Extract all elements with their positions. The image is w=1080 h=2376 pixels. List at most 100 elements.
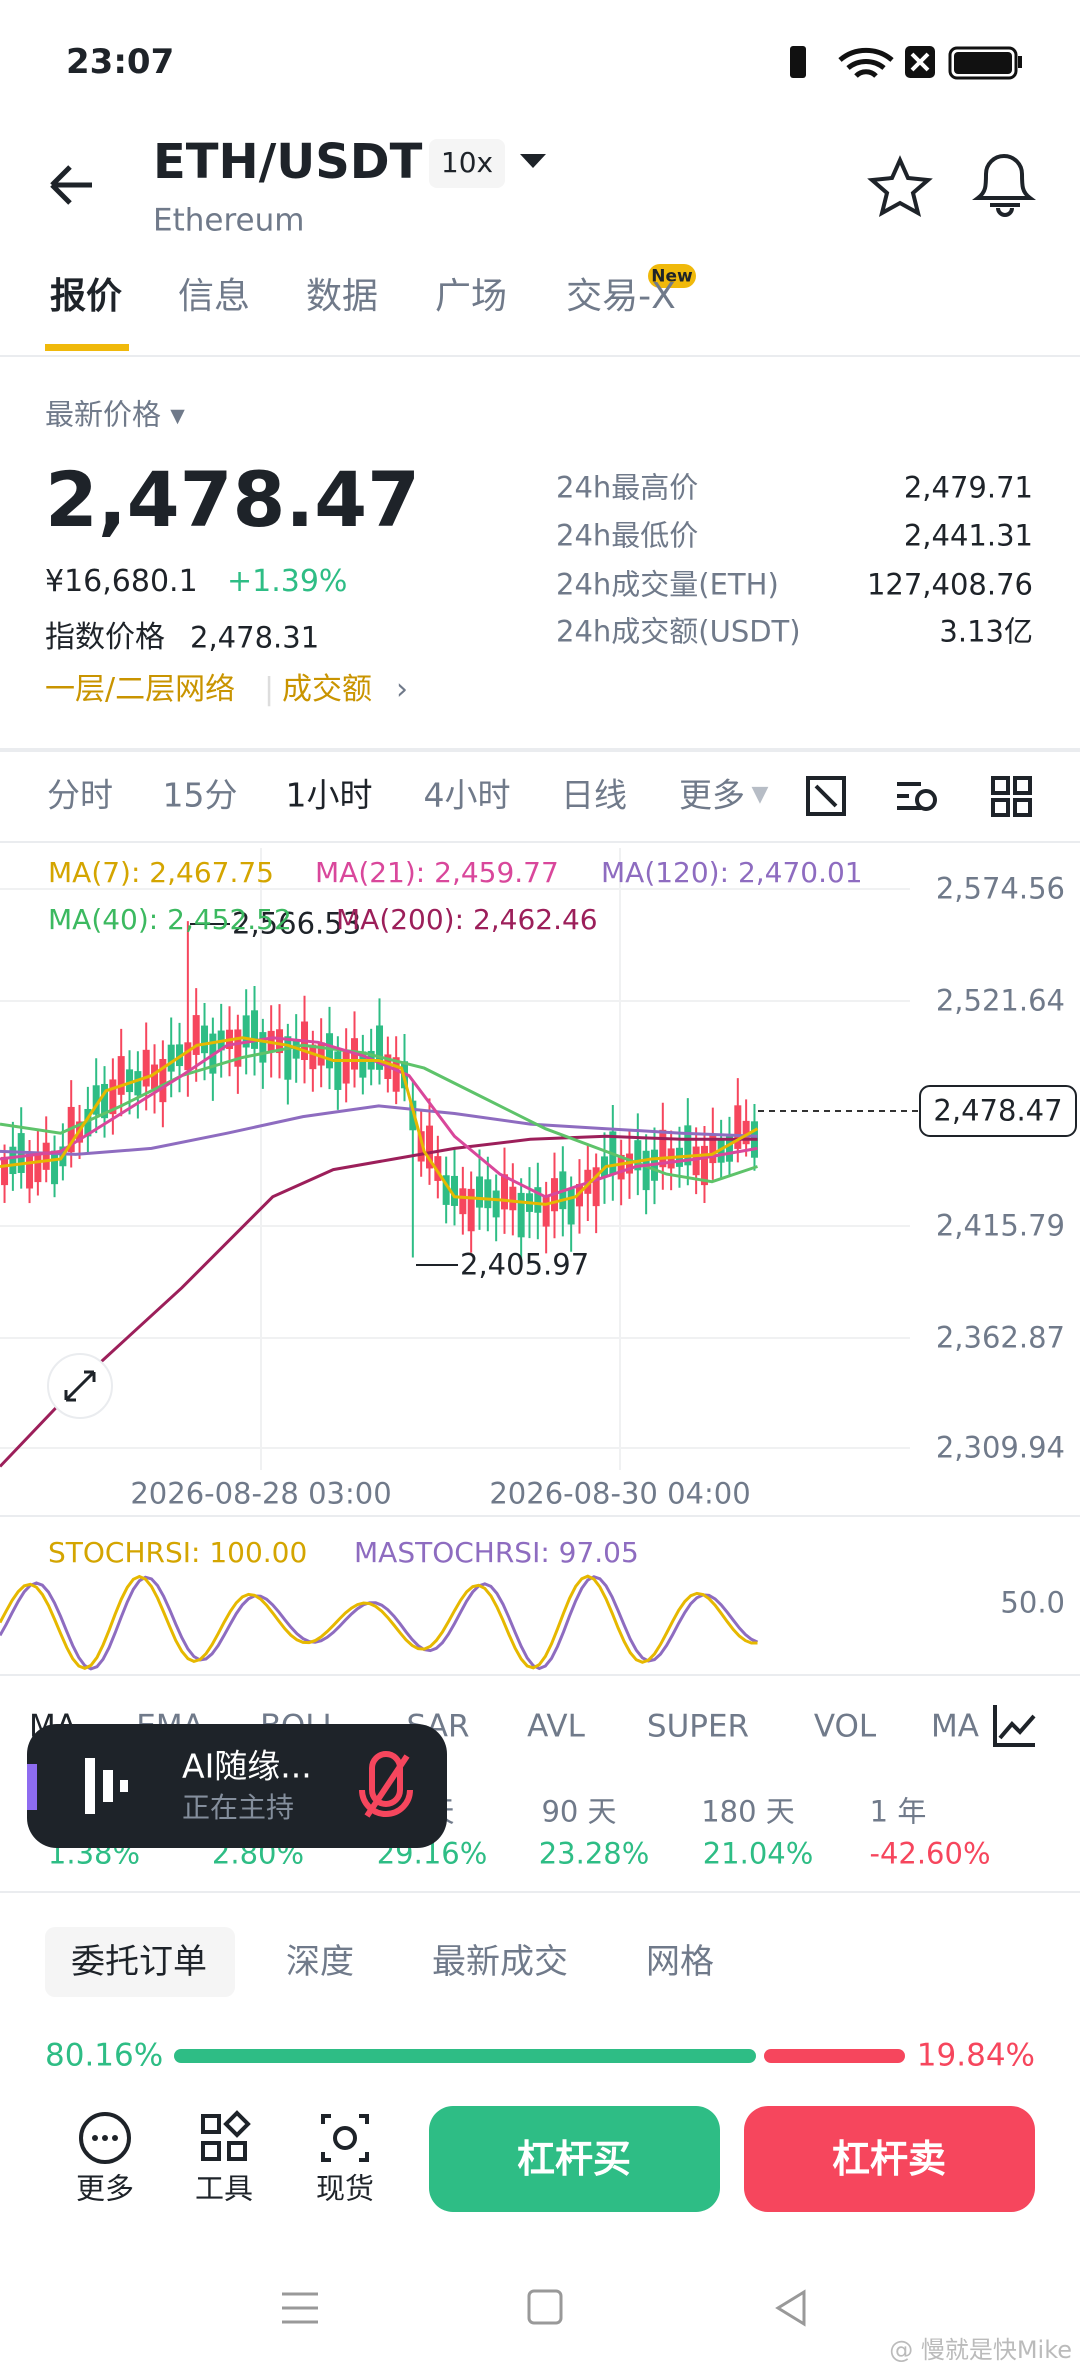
leverage[interactable]: 10x xyxy=(440,146,494,179)
tab: 报价 xyxy=(49,276,123,317)
candle xyxy=(642,1150,650,1191)
date-label: 2026-08-28 03:00 xyxy=(130,1476,392,1511)
indicator-icon xyxy=(993,1705,1036,1747)
status-icons xyxy=(790,46,1022,80)
interval: 分时 xyxy=(47,775,113,815)
candle xyxy=(484,1179,492,1209)
tool-label: 更多 xyxy=(75,2171,135,2206)
candle xyxy=(92,1085,100,1115)
indicator: AVL xyxy=(527,1708,585,1745)
candle xyxy=(342,1051,350,1084)
candle xyxy=(392,1057,400,1092)
candle xyxy=(617,1154,625,1180)
network[interactable]: 一层/二层网络 xyxy=(45,672,236,707)
candle xyxy=(101,1083,109,1119)
candle xyxy=(742,1120,750,1145)
candle xyxy=(417,1131,425,1162)
label: 最新价格 xyxy=(45,397,162,432)
tab: 数据 xyxy=(305,276,379,317)
mastoch-legend: MASTOCHRSI: 97.05 xyxy=(354,1536,639,1569)
separator: | xyxy=(264,672,275,707)
sell-button[interactable] xyxy=(744,2106,1035,2212)
tool-label: 工具 xyxy=(194,2171,254,2206)
return-value: -42.60% xyxy=(869,1836,991,1871)
candle xyxy=(542,1195,550,1227)
divider xyxy=(0,1515,1080,1517)
candle xyxy=(42,1142,50,1170)
ma-legend: MA(21): 2,459.77 xyxy=(315,856,559,889)
return-label: 1 年 xyxy=(869,1794,927,1829)
index-value: 2,478.31 xyxy=(190,620,320,655)
date-label: 2026-08-30 04:00 xyxy=(489,1476,751,1511)
candle xyxy=(109,1079,117,1115)
candle xyxy=(575,1183,583,1207)
volume-link[interactable]: 成交额 xyxy=(282,672,372,707)
candle xyxy=(242,1015,250,1048)
price-tick: 2,521.64 xyxy=(935,983,1065,1018)
overlay-title: AI随缘... xyxy=(182,1746,312,1786)
divider xyxy=(0,748,1080,752)
candle xyxy=(126,1069,134,1093)
stat-label: 24h最低价 xyxy=(556,518,699,553)
ma-line xyxy=(0,1104,758,1156)
candle xyxy=(51,1150,59,1185)
buy-ratio: 80.16% xyxy=(45,2037,164,2074)
buy-button[interactable] xyxy=(429,2106,720,2212)
index-label: 指数价格 xyxy=(45,620,165,655)
candle xyxy=(326,1033,334,1069)
candle xyxy=(467,1188,475,1232)
alert[interactable] xyxy=(972,154,1036,217)
caret: ▼ xyxy=(751,782,769,807)
status-time: 23:07 xyxy=(66,42,175,82)
expand-icon xyxy=(64,1370,96,1402)
sell-ratio: 19.84% xyxy=(916,2037,1035,2074)
tab: 交易-X xyxy=(566,276,676,317)
order-tab: 委托订单 xyxy=(71,1942,207,1982)
return-value: 21.04% xyxy=(702,1836,814,1871)
high-label: 2,566.53 xyxy=(232,906,362,941)
candle xyxy=(359,1051,367,1078)
tab: 广场 xyxy=(434,276,508,317)
order-tab: 深度 xyxy=(286,1942,354,1982)
stat-value: 127,408.76 xyxy=(866,567,1033,602)
candle xyxy=(409,1100,417,1131)
candle xyxy=(134,1071,142,1096)
candle xyxy=(700,1145,708,1186)
candle xyxy=(276,1029,284,1054)
ma-legend: MA(200): 2,462.46 xyxy=(336,903,598,936)
symbol: ETH/USDT xyxy=(153,134,423,190)
divider xyxy=(0,1674,1080,1676)
ma-line xyxy=(0,1043,758,1184)
indicator: VOL xyxy=(813,1708,877,1745)
interval: 更多 xyxy=(679,775,745,815)
ma-line xyxy=(0,1036,759,1206)
stat-value: 2,441.31 xyxy=(903,518,1033,553)
candle xyxy=(117,1056,125,1095)
back[interactable] xyxy=(50,165,92,205)
candle xyxy=(251,1010,259,1049)
candle xyxy=(317,1042,325,1066)
candle xyxy=(334,1051,342,1090)
divider xyxy=(0,1891,1080,1893)
candle xyxy=(709,1134,717,1164)
stat-value: 2,479.71 xyxy=(903,470,1033,505)
buy-label: 杠杆买 xyxy=(516,2137,632,2181)
interval: 15分 xyxy=(162,775,238,815)
candle xyxy=(34,1152,42,1183)
price-tick: 2,415.79 xyxy=(935,1208,1065,1243)
indicator: MA xyxy=(931,1708,979,1745)
favorite[interactable] xyxy=(867,155,933,217)
last-price: 2,478.47 xyxy=(45,455,421,544)
stat-label: 24h最高价 xyxy=(556,470,699,505)
candle xyxy=(192,1015,200,1055)
ma-line xyxy=(0,1036,758,1199)
ai-overlay[interactable]: AI随缘... 正在主持 xyxy=(27,1724,447,1848)
candle xyxy=(201,1025,209,1054)
ma-legend: MA(120): 2,470.01 xyxy=(601,856,863,889)
stoch-line xyxy=(0,1574,758,1671)
price-label: 最新价格 ▾ xyxy=(45,397,185,432)
candle xyxy=(184,1042,192,1071)
cny-price: ¥16,680.1 xyxy=(45,564,198,599)
chart-layer xyxy=(0,848,1077,1671)
